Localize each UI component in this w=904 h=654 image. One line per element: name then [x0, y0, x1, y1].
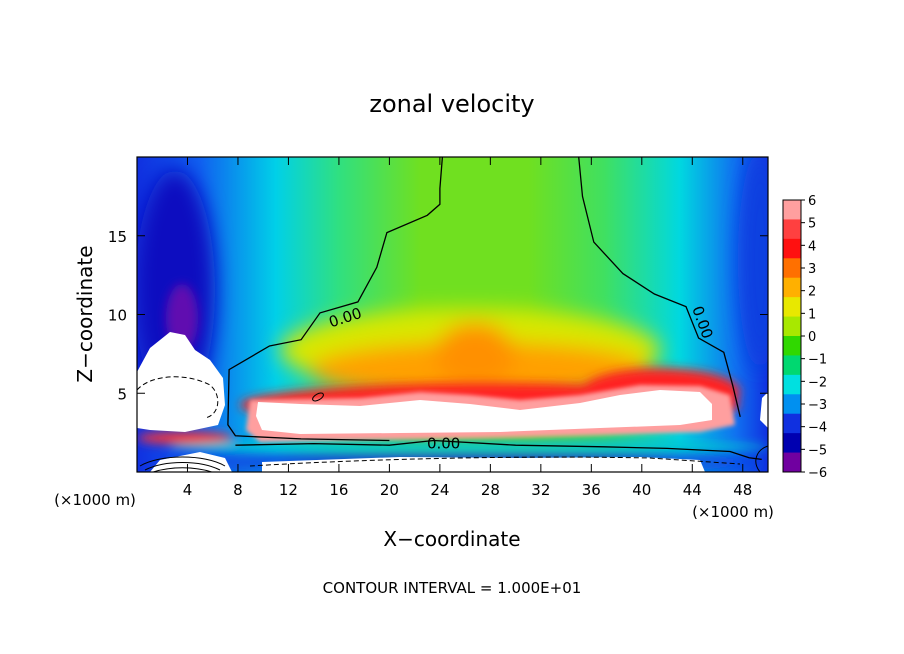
x-tick-label: 4 — [183, 481, 193, 499]
colorbar-swatch — [783, 394, 801, 415]
field-red-bottom-left — [137, 432, 233, 444]
colorbar-swatch — [783, 238, 801, 259]
colorbar-swatch — [783, 452, 801, 473]
y-tick-label: 15 — [108, 228, 127, 246]
colorbar-swatch — [783, 355, 801, 376]
x-tick-label: 24 — [430, 481, 449, 499]
x-tick-label: 48 — [733, 481, 752, 499]
colorbar-tick-label: −3 — [808, 398, 827, 413]
chart-title: zonal velocity — [369, 90, 534, 118]
zero-contour-right — [578, 157, 741, 418]
colorbar-swatch — [783, 200, 801, 220]
zero-contours — [227, 157, 762, 461]
colorbar-swatch — [783, 316, 801, 337]
colorbar-tick-label: 2 — [808, 285, 816, 300]
y-axis: 5 10 15 — [108, 228, 768, 403]
x-tick-label: 12 — [279, 481, 298, 499]
colorbar-tick-label: 6 — [808, 194, 816, 209]
x-tick-label: 44 — [683, 481, 702, 499]
colorbar-tick-label: −2 — [808, 375, 827, 390]
colorbar-tick-label: 4 — [808, 239, 816, 254]
colorbar-tick-label: −5 — [808, 443, 827, 458]
field-white-right-edge — [760, 392, 768, 428]
contour-ring-right-edge — [755, 445, 768, 472]
colorbar-tick-label: −6 — [808, 466, 827, 481]
colorbar-swatch — [783, 277, 801, 298]
y-axis-label: Z−coordinate — [73, 245, 97, 382]
field-blue-right — [738, 157, 768, 370]
colorbar-tick-label: −4 — [808, 421, 827, 436]
zero-contour-lower — [235, 439, 762, 461]
colorbar-swatch — [783, 433, 801, 454]
zero-contour-left — [227, 157, 444, 442]
colorbar-swatch — [783, 374, 801, 395]
x-tick-label: 36 — [582, 481, 601, 499]
colorbar-swatch — [783, 219, 801, 240]
contour-rings-bottom-left — [139, 456, 226, 472]
field-orange-bump — [435, 323, 515, 387]
field-white-band — [256, 390, 712, 434]
colorbar: 6 5 4 3 2 1 0 −1 −2 −3 −4 −5 −6 — [782, 194, 827, 481]
x-tick-label: 40 — [632, 481, 651, 499]
field-white-blob-left — [137, 332, 225, 432]
colorbar-tick-label: 5 — [808, 217, 816, 232]
dashed-contour-left — [137, 376, 219, 419]
colorbar-tick-label: 0 — [808, 330, 816, 345]
colorbar-swatch — [783, 336, 801, 356]
x-tick-label: 32 — [531, 481, 550, 499]
x-tick-label: 28 — [481, 481, 500, 499]
colorbar-tick-label: 3 — [808, 262, 816, 277]
heatmap-field — [137, 157, 768, 472]
y-tick-label: 5 — [117, 385, 127, 403]
colorbar-tick-label: −1 — [808, 353, 827, 368]
x-axis-label: X−coordinate — [383, 527, 520, 551]
contour-islet — [312, 392, 324, 402]
colorbar-swatch — [783, 258, 801, 279]
x-tick-label: 16 — [329, 481, 348, 499]
x-unit-left: (×1000 m) — [54, 491, 136, 509]
field-cyan-sliver — [170, 442, 768, 452]
colorbar-swatch — [783, 413, 801, 434]
colorbar-swatch — [783, 297, 801, 318]
x-unit-right: (×1000 m) — [692, 503, 774, 521]
x-tick-label: 8 — [233, 481, 243, 499]
colorbar-tick-label: 1 — [808, 307, 816, 322]
x-tick-label: 20 — [380, 481, 399, 499]
x-axis: 4 8 12 16 20 24 28 32 36 40 44 48 — [183, 157, 752, 499]
contour-interval-note: CONTOUR INTERVAL = 1.000E+01 — [323, 579, 582, 597]
y-tick-label: 10 — [108, 307, 127, 325]
contour-label-mid: 0.00 — [427, 435, 460, 453]
